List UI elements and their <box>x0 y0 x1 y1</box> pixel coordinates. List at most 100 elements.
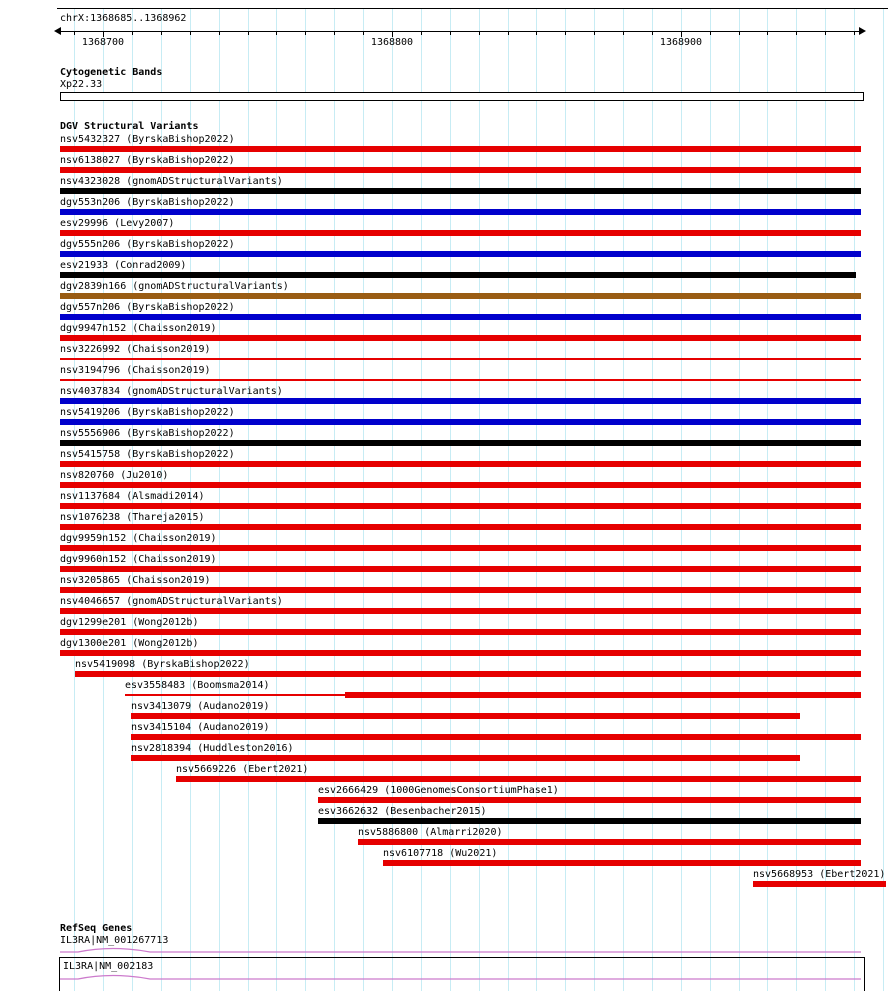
variant-label[interactable]: nsv2818394 (Huddleston2016) <box>131 743 294 754</box>
variant-label[interactable]: dgv9959n152 (Chaisson2019) <box>60 533 217 544</box>
ruler-tick-label: 1368800 <box>370 37 414 48</box>
variant-label[interactable]: nsv820760 (Ju2010) <box>60 470 169 481</box>
ruler-minor-tick <box>536 32 538 35</box>
cytoband-glyph[interactable] <box>60 92 864 101</box>
variant-bar[interactable] <box>60 629 861 635</box>
variant-label[interactable]: dgv9947n152 (Chaisson2019) <box>60 323 217 334</box>
gridline <box>565 8 567 991</box>
variant-label[interactable]: nsv5669226 (Ebert2021) <box>176 764 309 775</box>
variant-label[interactable]: dgv555n206 (ByrskaBishop2022) <box>60 239 235 250</box>
variant-label[interactable]: esv3558483 (Boomsma2014) <box>125 680 270 691</box>
pan-left-arrow-icon[interactable] <box>54 27 61 35</box>
variant-bar[interactable] <box>131 734 861 740</box>
variant-bar[interactable] <box>125 694 345 696</box>
variant-bar[interactable] <box>60 524 861 530</box>
variant-label[interactable]: nsv5415758 (ByrskaBishop2022) <box>60 449 235 460</box>
variant-label[interactable]: nsv3413079 (Audano2019) <box>131 701 270 712</box>
variant-label[interactable]: nsv6138027 (ByrskaBishop2022) <box>60 155 235 166</box>
variant-bar[interactable] <box>60 272 856 278</box>
gene-label[interactable]: IL3RA|NM_002183 <box>63 961 154 972</box>
variant-bar[interactable] <box>75 671 861 677</box>
variant-bar[interactable] <box>60 358 861 360</box>
variant-bar[interactable] <box>60 566 861 572</box>
gridline <box>449 8 451 991</box>
variant-bar[interactable] <box>60 503 861 509</box>
variant-label[interactable]: nsv5432327 (ByrskaBishop2022) <box>60 134 235 145</box>
variant-label[interactable]: nsv5556906 (ByrskaBishop2022) <box>60 428 235 439</box>
variant-bar[interactable] <box>60 461 861 467</box>
variant-label[interactable]: dgv1300e201 (Wong2012b) <box>60 638 199 649</box>
variant-label[interactable]: esv3662632 (Besenbacher2015) <box>318 806 487 817</box>
variant-label[interactable]: nsv4046657 (gnomADStructuralVariants) <box>60 596 283 607</box>
variant-label[interactable]: dgv557n206 (ByrskaBishop2022) <box>60 302 235 313</box>
gridline <box>218 8 220 991</box>
variant-label[interactable]: dgv2839n166 (gnomADStructuralVariants) <box>60 281 289 292</box>
pan-right-arrow-icon[interactable] <box>859 27 866 35</box>
variant-bar[interactable] <box>753 881 886 887</box>
gridline <box>276 8 278 991</box>
variant-label[interactable]: nsv3205865 (Chaisson2019) <box>60 575 211 586</box>
ruler-minor-tick <box>305 32 307 35</box>
variant-label[interactable]: dgv553n206 (ByrskaBishop2022) <box>60 197 235 208</box>
variant-bar[interactable] <box>318 818 861 824</box>
variant-bar[interactable] <box>60 419 861 425</box>
variant-label[interactable]: nsv5419098 (ByrskaBishop2022) <box>75 659 250 670</box>
variant-bar[interactable] <box>60 335 861 341</box>
ruler-minor-tick <box>160 32 162 35</box>
variant-label[interactable]: nsv3415104 (Audano2019) <box>131 722 270 733</box>
variant-bar[interactable] <box>60 146 861 152</box>
variant-bar[interactable] <box>358 839 861 845</box>
gridline <box>796 8 798 991</box>
ruler-minor-tick <box>651 32 653 35</box>
variant-label[interactable]: nsv4037834 (gnomADStructuralVariants) <box>60 386 283 397</box>
variant-bar[interactable] <box>60 188 861 194</box>
gene-line[interactable] <box>60 947 861 953</box>
variant-bar[interactable] <box>318 797 861 803</box>
variant-label[interactable]: esv21933 (Conrad2009) <box>60 260 187 271</box>
variant-bar[interactable] <box>60 482 861 488</box>
variant-label[interactable]: nsv6107718 (Wu2021) <box>383 848 498 859</box>
variant-bar[interactable] <box>60 314 861 320</box>
gene-label[interactable]: IL3RA|NM_001267713 <box>60 935 169 946</box>
variant-label[interactable]: nsv3226992 (Chaisson2019) <box>60 344 211 355</box>
ruler-minor-tick <box>594 32 596 35</box>
variant-bar[interactable] <box>60 251 861 257</box>
variant-bar[interactable] <box>60 379 861 381</box>
variant-bar[interactable] <box>60 398 861 404</box>
variant-label[interactable]: nsv5886800 (Almarri2020) <box>358 827 503 838</box>
refseq-section-title: RefSeq Genes <box>60 923 133 934</box>
variant-label[interactable]: dgv1299e201 (Wong2012b) <box>60 617 199 628</box>
variant-label[interactable]: esv2666429 (1000GenomesConsortiumPhase1) <box>318 785 559 796</box>
variant-bar[interactable] <box>60 293 861 299</box>
variant-label[interactable]: nsv5668953 (Ebert2021) <box>753 869 886 880</box>
gridline <box>305 8 307 991</box>
variant-bar[interactable] <box>60 230 861 236</box>
variant-bar[interactable] <box>131 713 800 719</box>
variant-label[interactable]: dgv9960n152 (Chaisson2019) <box>60 554 217 565</box>
variant-bar[interactable] <box>383 860 861 866</box>
gridline <box>854 8 856 991</box>
variant-bar[interactable] <box>60 608 861 614</box>
gridline <box>103 8 105 991</box>
ruler-minor-tick <box>189 32 191 35</box>
variant-bar[interactable] <box>60 587 861 593</box>
variant-bar[interactable] <box>60 545 861 551</box>
variant-bar[interactable] <box>60 167 861 173</box>
variant-label[interactable]: esv29996 (Levy2007) <box>60 218 175 229</box>
variant-label[interactable]: nsv5419206 (ByrskaBishop2022) <box>60 407 235 418</box>
variant-bar[interactable] <box>60 650 861 656</box>
variant-bar[interactable] <box>176 776 861 782</box>
variant-label[interactable]: nsv1076238 (Thareja2015) <box>60 512 205 523</box>
variant-label[interactable]: nsv3194796 (Chaisson2019) <box>60 365 211 376</box>
variant-bar[interactable] <box>60 440 861 446</box>
variant-label[interactable]: nsv4323028 (gnomADStructuralVariants) <box>60 176 283 187</box>
gene-line[interactable] <box>60 974 861 980</box>
ruler-major-tick <box>681 32 682 37</box>
cytoband-label: Xp22.33 <box>60 79 103 90</box>
variant-label[interactable]: nsv1137684 (Alsmadi2014) <box>60 491 205 502</box>
variant-bar[interactable] <box>60 209 861 215</box>
gridline <box>882 8 884 991</box>
variant-bar[interactable] <box>131 755 800 761</box>
variant-bar[interactable] <box>345 692 861 698</box>
